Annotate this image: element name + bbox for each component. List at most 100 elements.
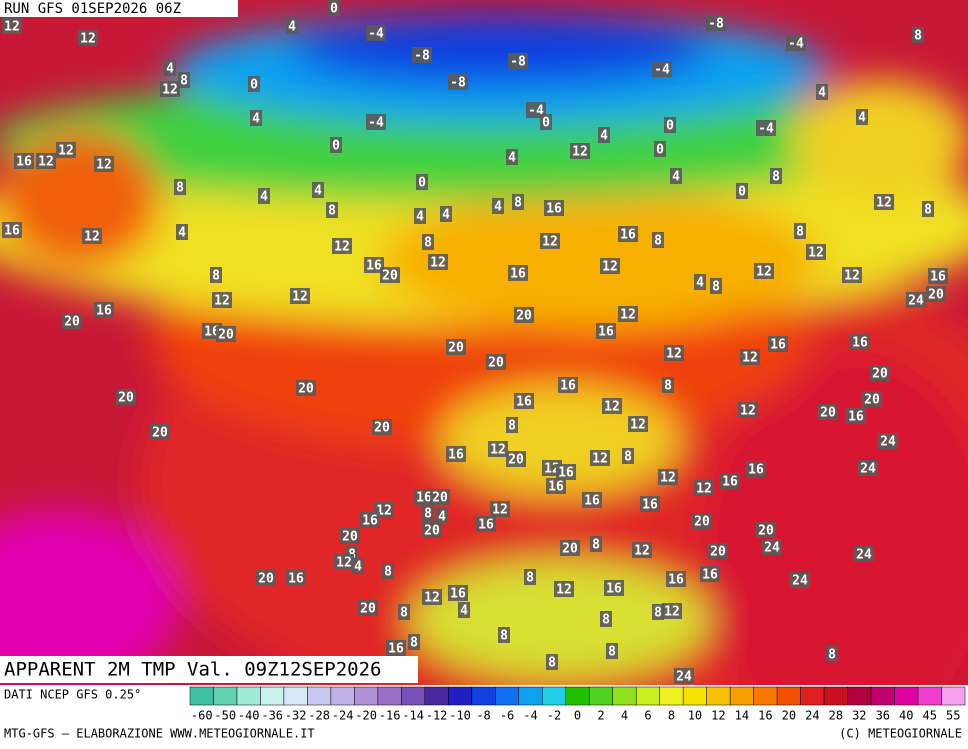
temperature-label: 12 bbox=[660, 471, 676, 486]
legend-tick-label: -20 bbox=[355, 709, 377, 723]
label-box bbox=[446, 339, 466, 355]
temperature-label: 16 bbox=[448, 448, 464, 463]
temperature-label: 12 bbox=[602, 260, 618, 275]
temperature-label: 8 bbox=[712, 280, 720, 295]
temperature-label: 8 bbox=[914, 29, 922, 44]
temperature-label: 16 bbox=[598, 325, 614, 340]
label-box bbox=[176, 224, 188, 240]
label-box bbox=[250, 110, 262, 126]
legend-tick-label: 10 bbox=[688, 709, 702, 723]
legend-tick-label: 2 bbox=[597, 709, 604, 723]
temperature-label: 16 bbox=[16, 155, 32, 170]
temperature-label: 20 bbox=[864, 393, 880, 408]
temperature-label: 16 bbox=[620, 228, 636, 243]
temperature-label: 16 bbox=[388, 642, 404, 657]
label-box bbox=[602, 398, 622, 414]
temperature-label: 20 bbox=[360, 602, 376, 617]
temperature-label: 8 bbox=[176, 181, 184, 196]
label-box bbox=[554, 581, 574, 597]
label-box bbox=[334, 554, 354, 570]
label-box bbox=[422, 589, 442, 605]
label-box bbox=[546, 478, 566, 494]
temperature-label: 12 bbox=[38, 155, 54, 170]
label-box bbox=[62, 313, 82, 329]
label-box bbox=[14, 153, 34, 169]
label-box bbox=[590, 450, 610, 466]
temperature-label: 16 bbox=[770, 338, 786, 353]
temperature-label: 12 bbox=[664, 605, 680, 620]
temperature-label: 16 bbox=[748, 463, 764, 478]
temperature-label: -8 bbox=[510, 55, 526, 70]
temperature-label: 24 bbox=[764, 541, 780, 556]
label-box bbox=[604, 580, 624, 596]
legend-swatch bbox=[776, 686, 801, 706]
temperature-label: 16 bbox=[288, 572, 304, 587]
temperature-label: 4 bbox=[442, 208, 450, 223]
temperature-label: 16 bbox=[516, 395, 532, 410]
legend-tick-label: 16 bbox=[758, 709, 772, 723]
legend-swatch bbox=[565, 686, 590, 706]
label-box bbox=[618, 306, 638, 322]
temperature-label: 8 bbox=[654, 606, 662, 621]
label-box bbox=[652, 232, 664, 248]
temperature-label: 20 bbox=[562, 542, 578, 557]
label-box bbox=[330, 137, 342, 153]
label-box bbox=[694, 274, 706, 290]
temperature-label: 8 bbox=[180, 74, 188, 89]
label-box bbox=[754, 263, 774, 279]
credit-label: MTG-GFS — ELABORAZIONE WWW.METEOGIORNALE… bbox=[4, 727, 315, 741]
label-box bbox=[842, 267, 862, 283]
legend-tick-label: 40 bbox=[899, 709, 913, 723]
label-box bbox=[738, 402, 758, 418]
label-box bbox=[290, 288, 310, 304]
label-box bbox=[82, 228, 102, 244]
label-box bbox=[296, 380, 316, 396]
temperature-label: 4 bbox=[818, 86, 826, 101]
temperature-label: 0 bbox=[332, 139, 340, 154]
label-box bbox=[556, 464, 576, 480]
legend-tick-label: 45 bbox=[923, 709, 937, 723]
label-box bbox=[786, 35, 806, 51]
label-box bbox=[326, 202, 338, 218]
temperature-label: 20 bbox=[342, 530, 358, 545]
label-box bbox=[794, 223, 806, 239]
legend-tick-label: 4 bbox=[621, 709, 628, 723]
label-box bbox=[768, 336, 788, 352]
legend-swatch bbox=[307, 686, 332, 706]
temperature-label: 16 bbox=[642, 498, 658, 513]
temperature-label: 4 bbox=[354, 560, 362, 575]
temperature-label: 16 bbox=[848, 410, 864, 425]
label-box bbox=[756, 522, 776, 538]
temperature-label: 4 bbox=[508, 151, 516, 166]
temperature-label: 16 bbox=[362, 514, 378, 529]
label-box bbox=[654, 141, 666, 157]
temperature-label: 8 bbox=[664, 379, 672, 394]
legend-tick-label: -14 bbox=[402, 709, 424, 723]
temperature-label: 16 bbox=[4, 224, 20, 239]
temperature-label: 0 bbox=[656, 143, 664, 158]
temperature-label: 8 bbox=[424, 236, 432, 251]
temperature-label: 8 bbox=[828, 648, 836, 663]
legend-swatch bbox=[448, 686, 473, 706]
label-box bbox=[746, 461, 766, 477]
temperature-label: 12 bbox=[544, 462, 560, 477]
label-box bbox=[216, 326, 236, 342]
temperature-label: 8 bbox=[500, 629, 508, 644]
label-box bbox=[710, 278, 722, 294]
temperature-label: 4 bbox=[416, 210, 424, 225]
label-box bbox=[652, 61, 672, 77]
label-box bbox=[508, 265, 528, 281]
legend-swatch bbox=[729, 686, 754, 706]
label-box bbox=[352, 558, 364, 574]
legend-swatch bbox=[330, 686, 355, 706]
legend-tick-label: 0 bbox=[574, 709, 581, 723]
legend-tick-label: -12 bbox=[426, 709, 448, 723]
label-box bbox=[540, 233, 560, 249]
label-box bbox=[436, 508, 448, 524]
label-box bbox=[506, 417, 518, 433]
temperature-label: 8 bbox=[424, 507, 432, 522]
label-box bbox=[664, 345, 684, 361]
label-box bbox=[430, 489, 450, 505]
temperature-label: 24 bbox=[880, 435, 896, 450]
